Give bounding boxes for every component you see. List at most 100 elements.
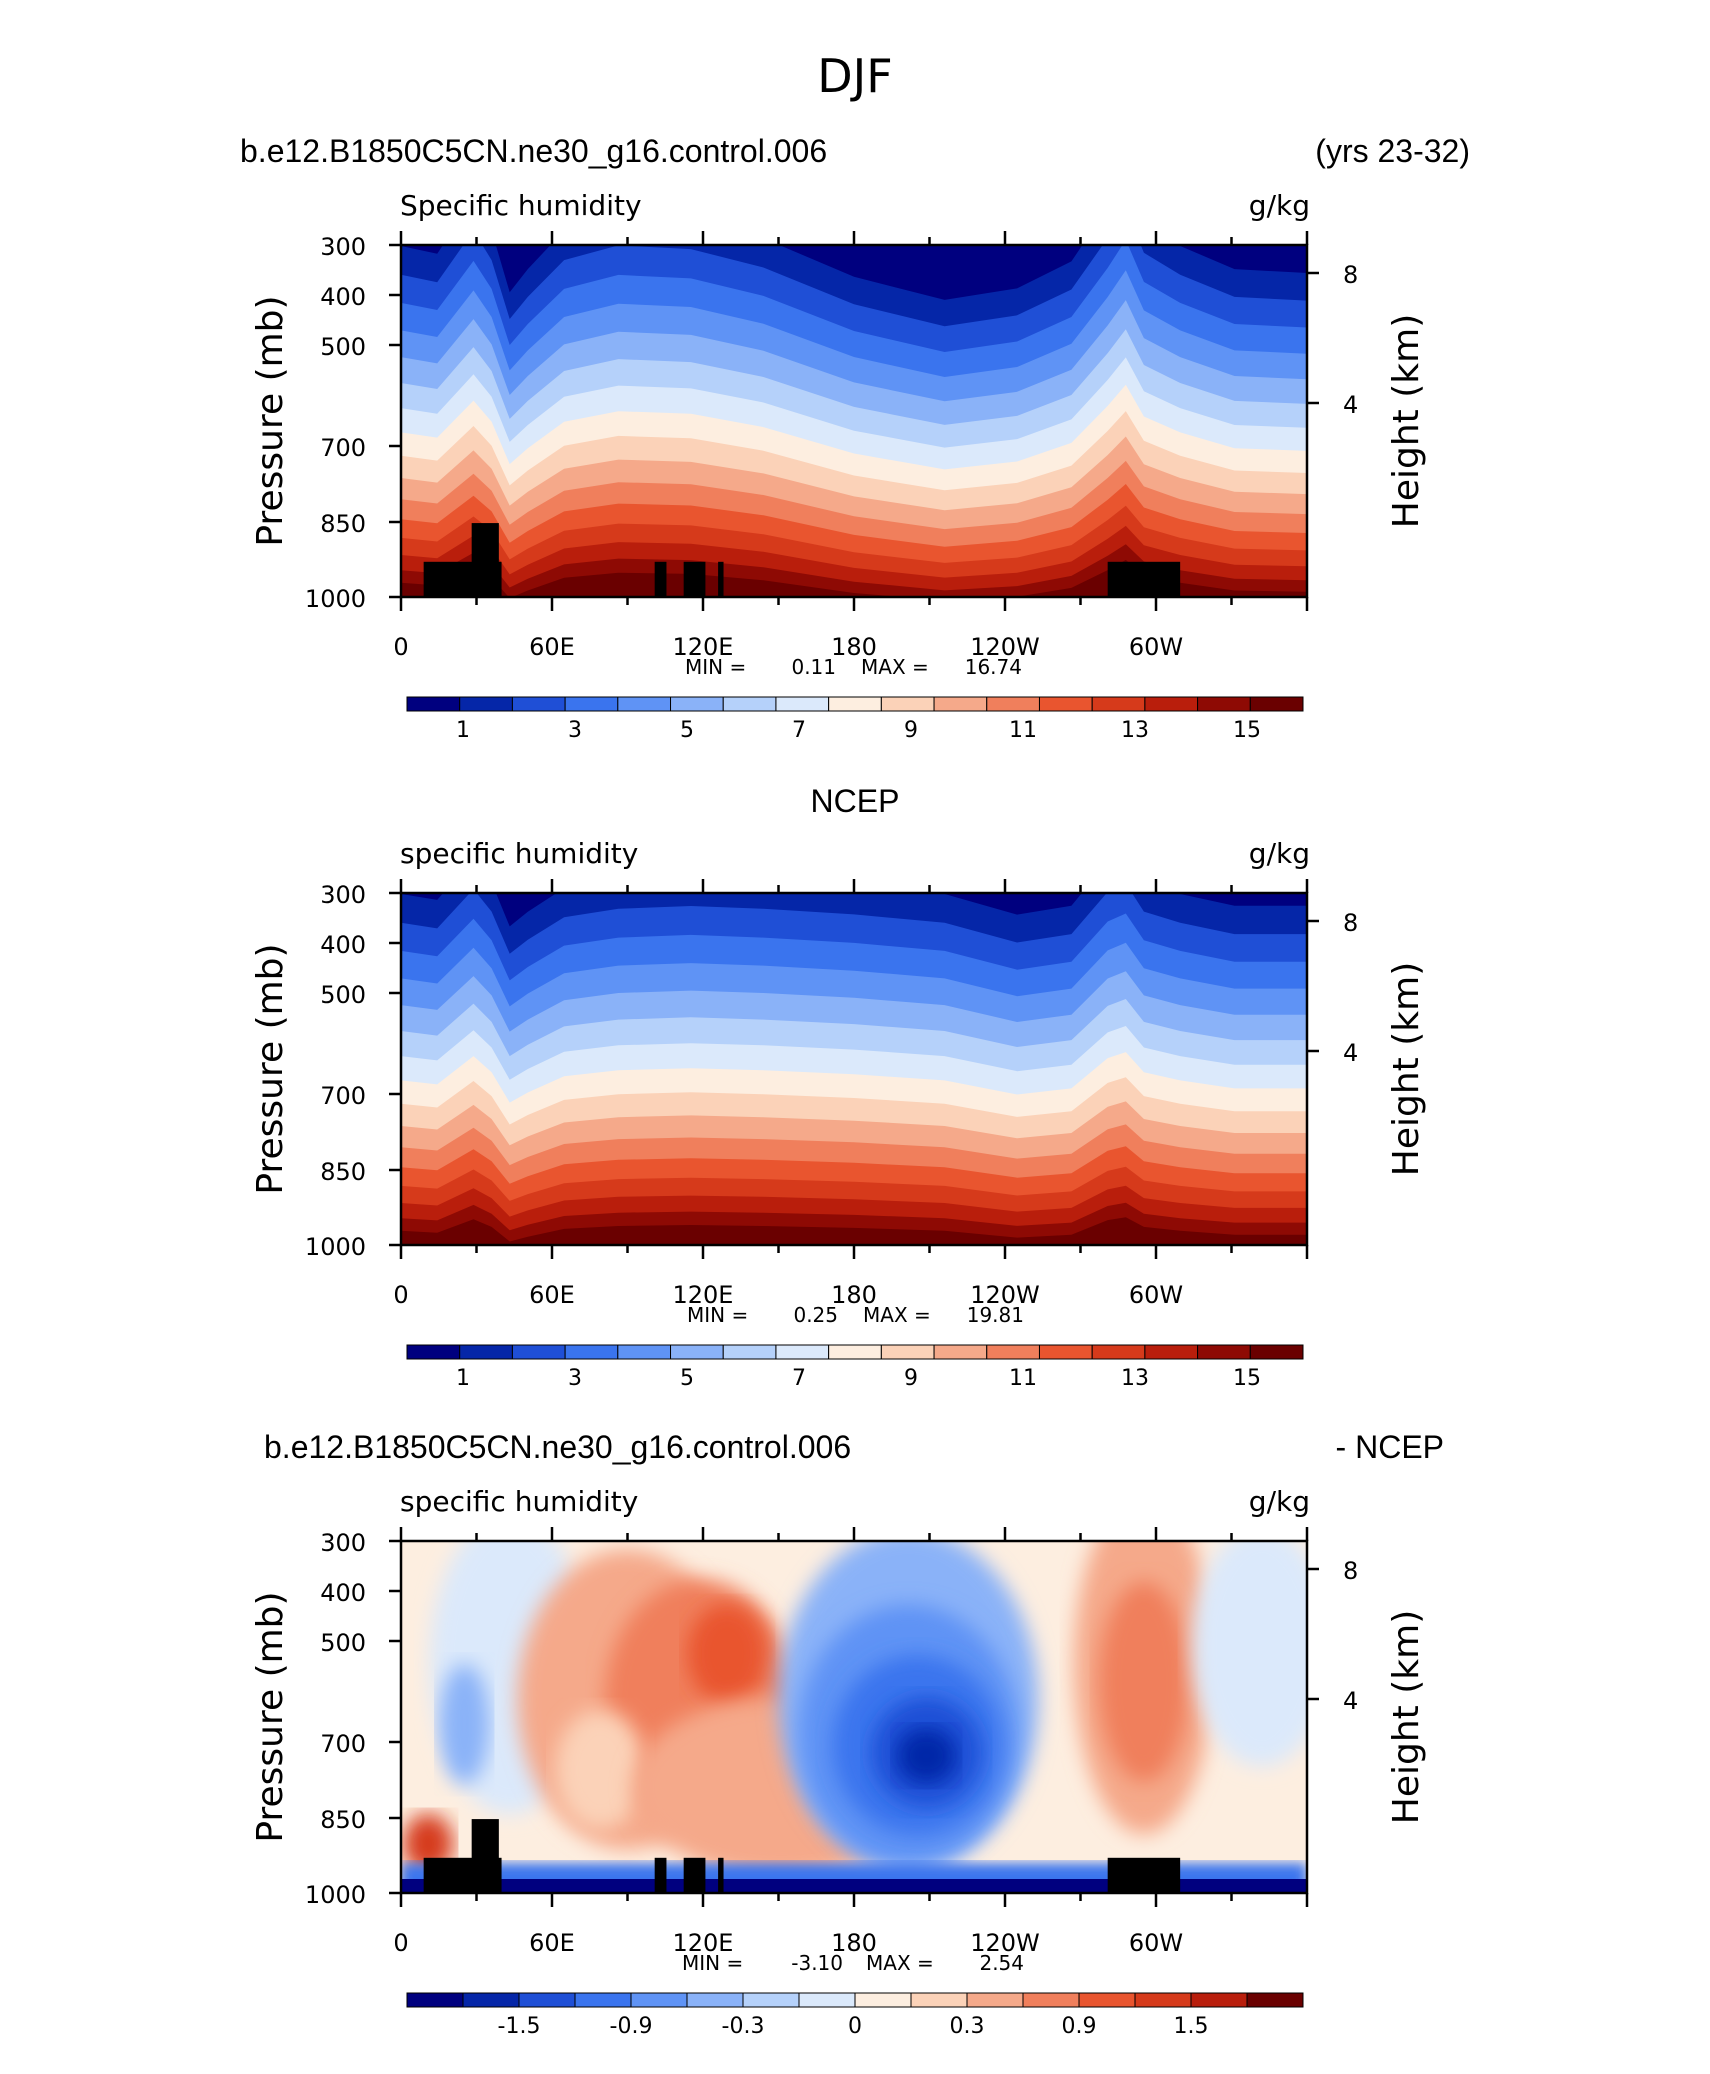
colorbar-swatch: [459, 696, 513, 712]
y-axis-label: Pressure (mb): [250, 943, 291, 1194]
field-level: [687, 1603, 768, 1704]
colorbar-label: 13: [1121, 718, 1149, 743]
colorbar-swatch: [910, 1992, 968, 2008]
y-tick-label: 500: [320, 981, 366, 1009]
field-level: [439, 1664, 490, 1785]
min-max-readout: MIN = -3.10 MAX = 2.54: [682, 1951, 1024, 1975]
colorbar-swatch: [880, 1344, 935, 1360]
x-tick-label: 120W: [970, 1929, 1040, 1957]
y-tick-label-right: 8: [1343, 909, 1358, 937]
topography-mask: [718, 561, 724, 597]
colorbar-swatch: [1249, 696, 1304, 712]
colorbar-swatch: [518, 1992, 576, 2008]
panel-title-left: b.e12.B1850C5CN.ne30_g16.control.006: [264, 1429, 851, 1465]
colorbar-label: -1.5: [498, 2014, 541, 2039]
topography-mask: [654, 1857, 667, 1893]
colorbar-swatch: [1246, 1992, 1304, 2008]
colorbar-swatch: [1197, 696, 1251, 712]
colorbar-swatch: [1038, 1344, 1093, 1360]
y-tick-label-right: 8: [1343, 1557, 1358, 1585]
y-tick-label: 1000: [305, 585, 366, 613]
x-tick-labels: 0 60E 120E 180 120W 60W: [393, 633, 1183, 661]
topography-mask: [1107, 561, 1181, 597]
colorbar-label: 0.9: [1062, 2014, 1097, 2039]
panel-title-left: b.e12.B1850C5CN.ne30_g16.control.006: [240, 133, 827, 169]
colorbar-swatch: [670, 1344, 724, 1360]
colorbar-swatch: [564, 696, 619, 712]
field-level: [401, 893, 1307, 954]
colorbar-swatch: [617, 1344, 672, 1360]
y-tick-labels-right: 8 4: [1343, 261, 1358, 419]
y-tick-labels-right: 8 4: [1343, 1557, 1358, 1715]
colorbar-swatch: [1190, 1992, 1248, 2008]
x-tick-labels: 0 60E 120E 180 120W 60W: [393, 1929, 1183, 1957]
y-axis-label: Pressure (mb): [250, 1591, 291, 1842]
contour-field: [401, 893, 1307, 1245]
y-tick-label: 300: [320, 1529, 366, 1557]
colorbar-swatch: [986, 696, 1040, 712]
x-tick-label: 0: [393, 633, 408, 661]
variable-label: specific humidity: [400, 1485, 638, 1518]
max-value: 2.54: [979, 1951, 1024, 1975]
colorbar-swatch: [775, 696, 830, 712]
x-tick-labels: 0 60E 120E 180 120W 60W: [393, 1281, 1183, 1309]
x-tick-label: 60W: [1129, 1929, 1183, 1957]
panel-title-center: NCEP: [811, 783, 900, 819]
x-tick-label: 60E: [529, 1929, 575, 1957]
colorbar-labels: 1 3 5 7 9 11 13 15: [456, 1366, 1261, 1391]
colorbar-swatch: [462, 1992, 520, 2008]
colorbar-label: 9: [904, 718, 918, 743]
colorbar-swatch: [1091, 696, 1146, 712]
max-label: MAX =: [866, 1951, 934, 1975]
colorbar-swatch: [617, 696, 672, 712]
panel-title-right: (yrs 23-32): [1315, 133, 1470, 169]
y-tick-labels: 300 400 500 700 850 1000: [305, 233, 366, 613]
colorbar-label: 7: [792, 718, 806, 743]
min-label: MIN =: [687, 1303, 748, 1327]
units-label: g/kg: [1249, 837, 1310, 870]
colorbar-swatch: [1022, 1992, 1080, 2008]
colorbar-swatch: [406, 1992, 464, 2008]
colorbar-swatch: [564, 1344, 619, 1360]
field-level: [401, 1879, 1307, 1893]
colorbar-label: 11: [1009, 1366, 1037, 1391]
colorbar-swatch: [630, 1992, 688, 2008]
field-level: [401, 245, 1307, 327]
y-tick-label: 300: [320, 233, 366, 261]
field-level: [1098, 1581, 1189, 1782]
figure-title: DJF: [817, 49, 892, 103]
colorbar-label: 1.5: [1174, 2014, 1209, 2039]
y-axis-label-right: Height (km): [1386, 962, 1427, 1176]
colorbar-swatch: [854, 1992, 912, 2008]
panel-ncep: NCEP specific humidity g/kg Pressure (mb…: [250, 783, 1427, 1391]
y-tick-label: 400: [320, 1579, 366, 1607]
y-tick-label-right: 4: [1343, 1687, 1358, 1715]
colorbar-swatch: [933, 1344, 988, 1360]
field-level: [1191, 1541, 1307, 1767]
y-tick-labels: 300 400 500 700 850 1000: [305, 1529, 366, 1909]
x-tick-label: 180: [831, 633, 877, 661]
colorbar-label: 9: [904, 1366, 918, 1391]
y-tick-label-right: 8: [1343, 261, 1358, 289]
colorbar-swatch: [1091, 1344, 1146, 1360]
y-tick-label: 850: [320, 1806, 366, 1834]
y-tick-label: 400: [320, 931, 366, 959]
topography-mask: [718, 1857, 724, 1893]
y-tick-label: 1000: [305, 1233, 366, 1261]
colorbar: [406, 696, 1304, 712]
panel-model: b.e12.B1850C5CN.ne30_g16.control.006 (yr…: [240, 133, 1470, 743]
panel-difference: b.e12.B1850C5CN.ne30_g16.control.006 - N…: [250, 1429, 1444, 2039]
colorbar-swatch: [406, 1344, 461, 1360]
colorbar-label: 0.3: [950, 2014, 985, 2039]
colorbar-swatch: [828, 1344, 882, 1360]
colorbar-swatch: [798, 1992, 856, 2008]
x-tick-label: 180: [831, 1929, 877, 1957]
y-axis-label-right: Height (km): [1386, 1610, 1427, 1824]
field-level: [401, 893, 1307, 927]
colorbar-swatch: [1134, 1992, 1192, 2008]
min-max-readout: MIN = 0.25 MAX = 19.81: [687, 1303, 1024, 1327]
colorbar-label: 3: [568, 1366, 582, 1391]
colorbar-swatch: [986, 1344, 1040, 1360]
units-label: g/kg: [1249, 1485, 1310, 1518]
